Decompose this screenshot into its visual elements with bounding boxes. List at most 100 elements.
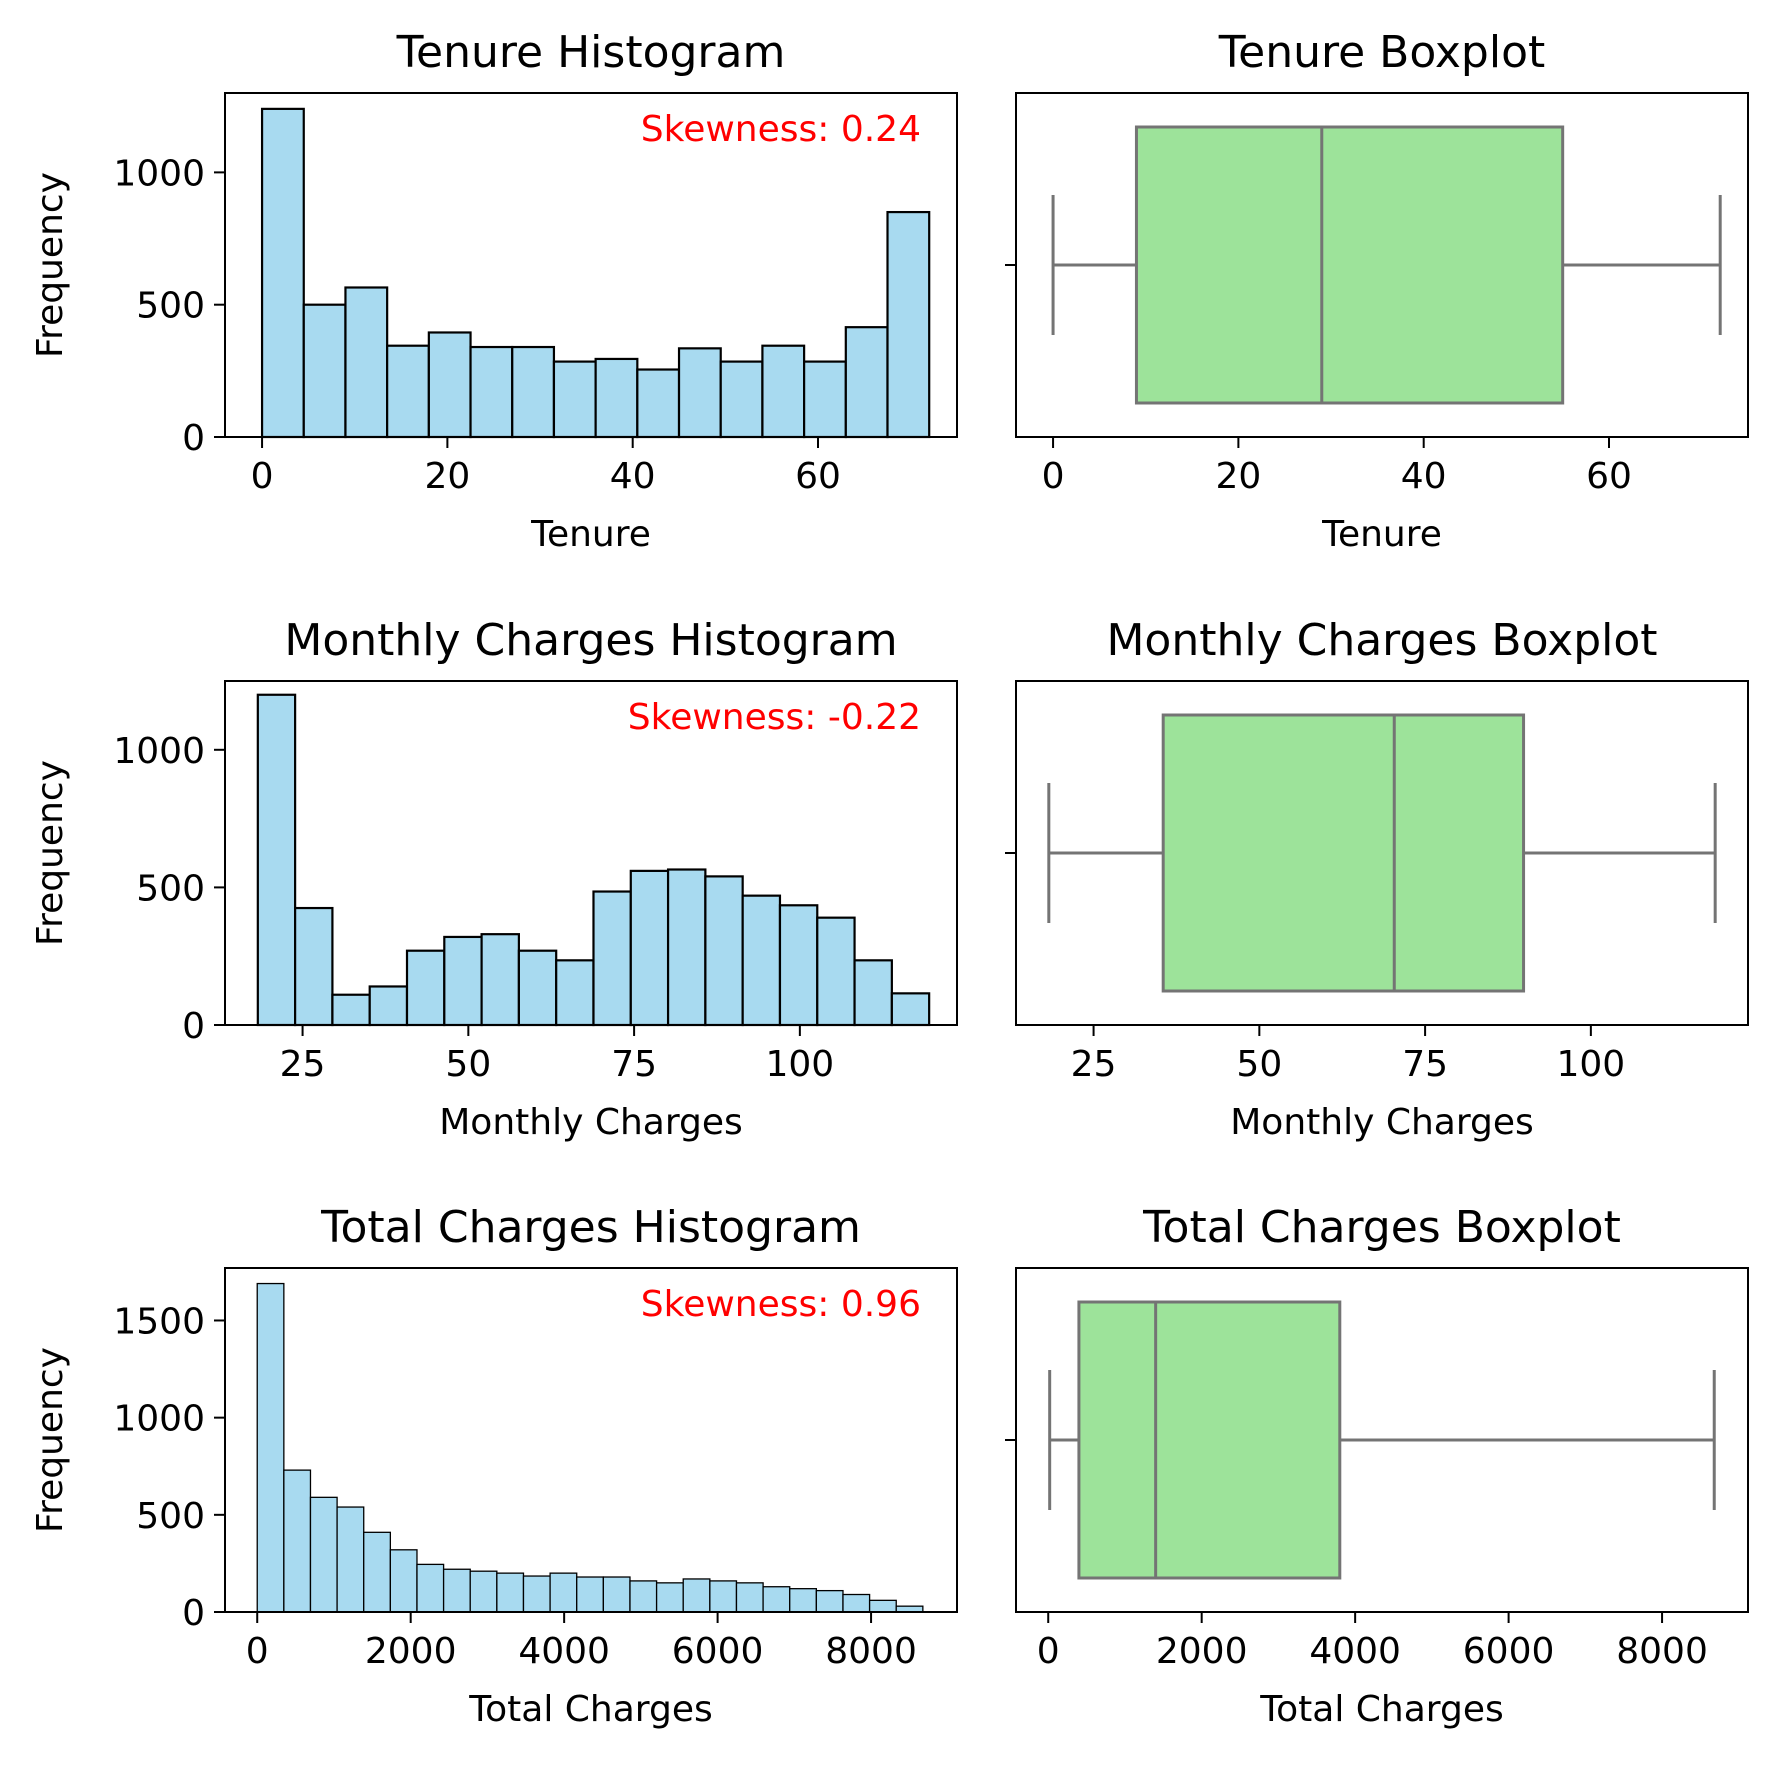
histogram-bar (677, 347, 722, 439)
histogram-bar (469, 345, 514, 439)
histogram-bar (549, 1572, 578, 1613)
histogram-bar (576, 1576, 605, 1613)
x-tick-label: 0 (246, 1631, 269, 1672)
histogram-bar (636, 368, 681, 439)
histogram-bar (853, 959, 893, 1027)
y-axis-label: Frequency (30, 760, 71, 946)
x-axis-label: Total Charges (1259, 1689, 1503, 1730)
histogram-bar (511, 345, 556, 439)
histogram-bar (522, 1575, 551, 1613)
x-tick-label: 0 (251, 456, 274, 497)
x-tick-label: 6000 (1463, 1631, 1555, 1672)
histogram-bar (302, 303, 347, 439)
x-tick-label: 40 (610, 456, 656, 497)
y-tick-label: 500 (136, 868, 205, 909)
skewness-annotation: Skewness: 0.24 (641, 109, 921, 150)
histogram-bar (496, 1572, 525, 1613)
x-tick-label: 50 (1236, 1044, 1282, 1085)
axes-frame (1015, 1267, 1749, 1613)
axes-frame (1015, 92, 1749, 438)
histogram-bar (868, 1599, 897, 1613)
histogram-bar (256, 1282, 285, 1613)
histogram-bar (719, 360, 764, 439)
x-tick-label: 100 (1556, 1044, 1625, 1085)
histogram-bar (517, 949, 558, 1027)
histogram-bar (890, 992, 931, 1027)
x-axis-label: Tenure (530, 514, 651, 555)
x-tick-label: 8000 (825, 1631, 917, 1672)
x-tick-label: 75 (611, 1044, 657, 1085)
histogram-bar (256, 693, 297, 1027)
iqr-box (1134, 125, 1565, 405)
histogram-bar (427, 331, 472, 439)
histogram-bar (844, 326, 889, 439)
histogram-bar (405, 949, 446, 1027)
panel-3: Monthly Charges Histogram 0 500 1000 Frequen… (30, 615, 958, 1143)
histogram-bar (555, 959, 595, 1027)
histogram-bar (803, 360, 847, 439)
x-tick-label: 100 (765, 1044, 834, 1085)
histogram-bar (704, 875, 744, 1027)
histogram-bar (331, 993, 371, 1027)
x-axis-label: Monthly Charges (439, 1102, 743, 1143)
histogram-bar (592, 890, 632, 1027)
histogram-bar (629, 869, 670, 1027)
histogram-bar (886, 210, 931, 439)
x-tick-label: 6000 (672, 1631, 764, 1672)
histogram-bar (709, 1580, 738, 1613)
x-tick-label: 4000 (518, 1631, 610, 1672)
histogram-bar (594, 357, 639, 439)
histogram-bar (602, 1576, 631, 1613)
histogram-bar (552, 360, 597, 439)
chart-title: Monthly Charges Histogram (284, 615, 897, 666)
chart-title: Tenure Boxplot (1218, 27, 1546, 78)
x-tick-label: 20 (424, 456, 470, 497)
x-tick-label: 20 (1215, 456, 1261, 497)
histogram-bar (842, 1593, 871, 1613)
chart-title: Total Charges Histogram (320, 1202, 861, 1253)
y-tick-label: 1000 (113, 731, 205, 772)
x-tick-label: 60 (795, 456, 841, 497)
y-axis-label: Frequency (30, 1347, 71, 1533)
skewness-annotation: Skewness: -0.22 (628, 697, 921, 738)
histogram-bar (741, 894, 782, 1027)
histogram-bar (682, 1578, 711, 1613)
y-tick-label: 1000 (113, 1399, 205, 1440)
x-axis-label: Monthly Charges (1230, 1102, 1534, 1143)
histogram-bar (309, 1496, 338, 1613)
axes-frame (224, 680, 958, 1026)
x-tick-label: 75 (1402, 1044, 1448, 1085)
histogram-bar (762, 1586, 791, 1613)
x-tick-label: 25 (280, 1044, 326, 1085)
histogram-bar (386, 344, 430, 439)
iqr-box (1161, 713, 1526, 993)
panel-6: Total Charges Boxplot 0 2000 4000 6000 8000 To… (1005, 1202, 1749, 1730)
y-tick-label: 0 (182, 1006, 205, 1047)
x-axis-label: Tenure (1321, 514, 1442, 555)
histogram-bar (735, 1582, 764, 1613)
histogram-bar (260, 107, 305, 439)
panel-2: Tenure Boxplot 0 20 40 60 Tenure (1005, 27, 1749, 555)
y-tick-label: 500 (136, 1496, 205, 1537)
x-tick-label: 40 (1401, 456, 1447, 497)
panel-5: Total Charges Histogram 0 500 1000 1500 Frequ… (30, 1202, 958, 1730)
histogram-bar (815, 1589, 844, 1613)
x-tick-label: 0 (1037, 1631, 1060, 1672)
y-tick-label: 500 (136, 286, 205, 327)
x-tick-label: 0 (1042, 456, 1065, 497)
x-tick-label: 50 (445, 1044, 491, 1085)
histogram-bar (666, 868, 707, 1027)
axes-frame (1015, 680, 1749, 1026)
histogram-bar (363, 1531, 392, 1613)
x-tick-label: 2000 (1156, 1631, 1248, 1672)
histogram-bar (778, 904, 819, 1027)
histogram-bar (389, 1549, 418, 1613)
chart-title: Tenure Histogram (396, 27, 786, 78)
histogram-bar (294, 906, 334, 1027)
x-axis-label: Total Charges (468, 1689, 712, 1730)
x-tick-label: 25 (1071, 1044, 1117, 1085)
histogram-bar (480, 933, 520, 1027)
panel-1: Tenure Histogram 0 500 1000 Frequency Skewnes… (30, 27, 958, 555)
y-tick-label: 0 (182, 1593, 205, 1634)
